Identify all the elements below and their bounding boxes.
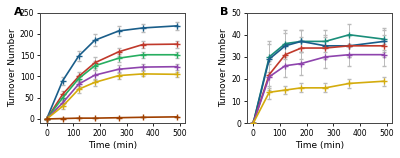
- Y-axis label: Turnover Number: Turnover Number: [220, 29, 228, 107]
- Y-axis label: Turnover Number: Turnover Number: [8, 29, 17, 107]
- Text: B: B: [220, 7, 229, 17]
- Text: A: A: [14, 7, 22, 17]
- X-axis label: Time (min): Time (min): [88, 141, 137, 150]
- X-axis label: Time (min): Time (min): [295, 141, 344, 150]
